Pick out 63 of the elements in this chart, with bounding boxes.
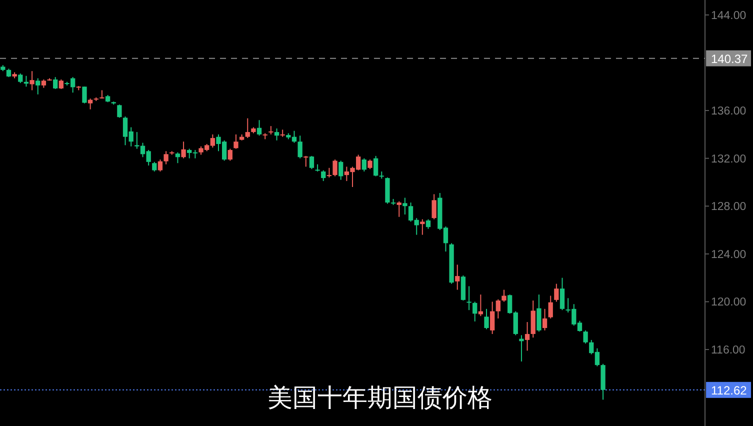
ytick: 128.00: [711, 201, 746, 214]
candlestick: [245, 118, 250, 139]
candlestick: [490, 301, 495, 334]
candlestick: [338, 160, 344, 180]
ytick: 124.00: [711, 248, 746, 261]
candlestick: [82, 86, 87, 104]
candlestick: [256, 120, 262, 136]
candlestick: [373, 155, 378, 177]
candlestick: [420, 218, 425, 236]
candlestick: [309, 155, 314, 170]
candlestick: [368, 159, 372, 170]
ytick: 120.00: [711, 296, 746, 309]
candlestick: [88, 98, 93, 110]
candlestick: [478, 294, 484, 317]
candlestick: [30, 70, 34, 91]
candlestick: [554, 283, 559, 302]
candlestick: [402, 197, 408, 215]
candlestick: [280, 129, 285, 138]
candlestick: [460, 274, 466, 302]
candlestick: [536, 294, 542, 332]
ref-label: 112.62: [711, 383, 747, 398]
candlestick: [181, 141, 186, 159]
candlestick: [455, 264, 460, 290]
candlestick: [426, 218, 431, 230]
candlestick: [502, 289, 506, 302]
candlestick: [432, 194, 436, 220]
candlestick: [158, 159, 163, 172]
candlestick: [234, 134, 238, 150]
candlestick: [298, 135, 302, 159]
candlestick: [583, 330, 588, 344]
candlestick: [53, 76, 58, 90]
candlestick: [332, 159, 338, 177]
candlestick: [496, 298, 500, 319]
candlestick: [228, 148, 232, 162]
candlestick: [36, 78, 40, 95]
candlestick: [58, 78, 64, 90]
candlestick: [524, 322, 530, 352]
candlestick: [362, 158, 366, 172]
candlestick: [164, 150, 168, 165]
candlestick: [548, 295, 553, 319]
candlestick: [530, 300, 536, 338]
ref-label: 140.37: [711, 52, 748, 66]
ytick: 132.00: [711, 153, 746, 166]
candlestick: [268, 126, 274, 135]
candlestick: [326, 167, 332, 178]
annotation: 美国十年期国债价格: [268, 383, 492, 412]
candlestick: [542, 308, 548, 331]
candlestick: [100, 90, 104, 100]
candlestick: [396, 200, 402, 218]
candlestick: [18, 72, 23, 84]
ytick: 144.00: [711, 10, 746, 22]
candlestick: [304, 155, 308, 168]
candlestick: [152, 161, 157, 172]
candlestick: [274, 128, 280, 141]
candlestick: [175, 152, 180, 164]
candlestick: [484, 308, 489, 330]
ytick: 136.00: [711, 106, 746, 118]
candlestick: [560, 277, 565, 311]
candlestick: [321, 170, 326, 182]
candlestick: [466, 286, 472, 311]
candlestick: [472, 301, 478, 322]
candlestick: [117, 104, 122, 118]
ytick: 116.00: [711, 344, 746, 357]
